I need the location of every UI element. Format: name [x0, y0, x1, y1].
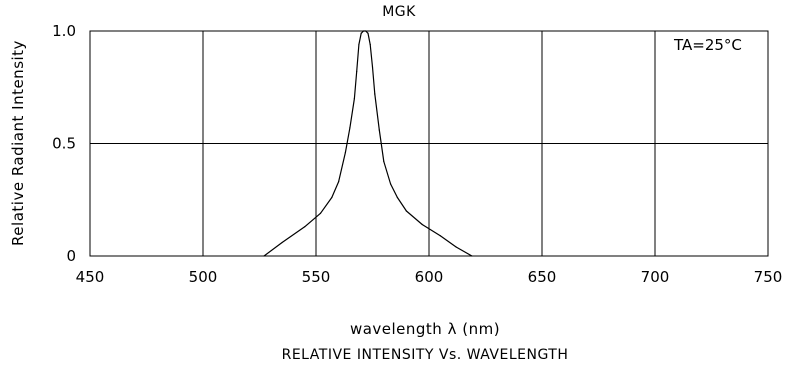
y-tick-label: 0.5 [52, 135, 76, 153]
y-tick-label: 1.0 [52, 22, 76, 40]
spectrum-point [383, 160, 385, 163]
spectrum-point [396, 196, 398, 199]
x-tick-label: 600 [415, 268, 444, 286]
spectrum-point [471, 255, 473, 257]
tick-labels: 450 500 550 600 650 700 750 0 0.5 1.0 [52, 22, 782, 286]
spectrum-point [349, 127, 351, 129]
spectrum-point [356, 70, 358, 73]
temperature-annotation: TA=25°C [674, 36, 742, 54]
grid-layer [89, 30, 769, 257]
spectrum-point [362, 30, 365, 32]
x-tick-label: 700 [641, 268, 670, 286]
spectrum-point [353, 97, 356, 100]
spectrum-point [358, 43, 360, 46]
x-tick-label: 550 [302, 268, 331, 286]
spectrum-point [439, 235, 441, 237]
spectrum-point [281, 241, 283, 244]
spectrum-point [360, 32, 362, 34]
x-tick-label: 450 [76, 268, 105, 286]
spectrum-point [378, 129, 380, 131]
spectrum-point [365, 30, 367, 32]
y-axis-label: Relative Radiant Intensity [9, 40, 27, 246]
spectrum-point [369, 43, 371, 46]
spectrum-point [367, 32, 369, 34]
spectrum-point [304, 226, 306, 228]
spectrum-point [405, 210, 407, 212]
spectrum-point [421, 223, 423, 226]
spectrum-point [455, 246, 457, 248]
spectrum-point [263, 255, 265, 257]
series-layer [263, 30, 473, 257]
spectrum-point [371, 66, 374, 68]
x-tick-label: 650 [528, 268, 557, 286]
spectrum-point [331, 196, 333, 199]
x-axis-label: wavelength λ (nm) [349, 320, 501, 338]
spectrum-point [319, 212, 322, 214]
spectrum-point [338, 181, 340, 183]
spectrum-point [344, 151, 346, 154]
spectrum-point [374, 93, 376, 95]
chart-caption: RELATIVE INTENSITY Vs. WAVELENGTH [281, 347, 569, 363]
spectrum-point [389, 183, 392, 185]
x-tick-label: 750 [754, 268, 783, 286]
chart-title: MGK [382, 4, 416, 20]
x-tick-label: 500 [189, 268, 218, 286]
y-tick-label: 0 [66, 247, 76, 265]
